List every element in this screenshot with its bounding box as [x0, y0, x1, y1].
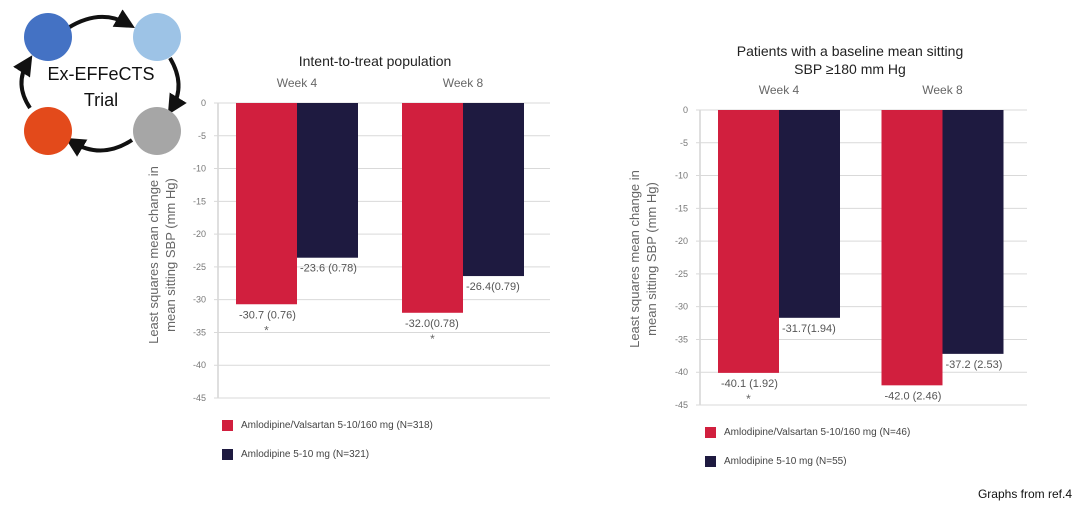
data-label: -30.7 (0.76) [239, 309, 296, 321]
significance-marker: * [746, 392, 751, 406]
bar-amlodipine-valsartan [402, 103, 463, 313]
data-label: -37.2 (2.53) [946, 359, 1003, 371]
orange-circle-icon [24, 107, 72, 155]
y-tick-label: -35 [193, 327, 206, 337]
chart-title-line: Patients with a baseline mean sitting [736, 43, 964, 59]
significance-marker: * [430, 332, 435, 346]
logo-text-line2: Trial [84, 90, 118, 110]
legend-label: Amlodipine/Valsartan 5-10/160 mg (N=46) [724, 426, 911, 438]
legend-swatch-amlodipine-valsartan [705, 426, 716, 438]
bar-amlodipine [297, 103, 358, 258]
bar-amlodipine [463, 103, 524, 277]
legend-swatch-amlodipine [705, 455, 716, 467]
chart-high-baseline-sbp: Patients with a baseline mean sitting SB… [620, 0, 1080, 470]
legend-item: Amlodipine/Valsartan 5-10/160 mg (N=46) [705, 422, 910, 442]
y-tick-label: 0 [201, 98, 206, 108]
chart-title: Intent-to-treat population [210, 52, 540, 70]
y-tick-label: -45 [193, 393, 206, 403]
y-tick-label: -15 [193, 196, 206, 206]
cycle-arrow-bottom-icon [65, 137, 134, 157]
chart-legend: Amlodipine/Valsartan 5-10/160 mg (N=46) … [705, 422, 910, 480]
legend-item: Amlodipine 5-10 mg (N=55) [705, 451, 910, 471]
significance-marker: * [264, 323, 269, 337]
legend-swatch-amlodipine-valsartan [222, 419, 233, 431]
legend-label: Amlodipine 5-10 mg (N=55) [724, 455, 847, 467]
y-tick-label: -30 [193, 295, 206, 305]
category-label: Week 4 [759, 83, 800, 97]
data-label: -42.0 (2.46) [885, 390, 942, 402]
trial-logo: Ex-EFFeCTS Trial [13, 9, 187, 157]
y-tick-label: -25 [193, 262, 206, 272]
bar-amlodipine [942, 110, 1004, 354]
chart-intent-to-treat: Intent-to-treat population Least squares… [130, 0, 570, 470]
bar-amlodipine-valsartan [718, 110, 779, 373]
y-tick-label: -35 [675, 334, 688, 344]
y-tick-label: -40 [193, 360, 206, 370]
light-blue-circle-icon [133, 13, 181, 61]
data-label: -32.0(0.78) [405, 318, 459, 330]
gray-circle-icon [133, 107, 181, 155]
y-tick-label: -40 [675, 367, 688, 377]
y-tick-label: 0 [683, 105, 688, 115]
bar-chart-plot: 0 -5 -10 -15 -20 -25 -30 -35 -40 -45 Week 4 -40.1 (… [675, 83, 1027, 410]
legend-label: Amlodipine/Valsartan 5-10/160 mg (N=318) [241, 419, 433, 431]
y-tick-label: -5 [680, 138, 688, 148]
legend-swatch-amlodipine [222, 448, 233, 460]
y-tick-label: -5 [198, 131, 206, 141]
category-label: Week 4 [277, 76, 318, 90]
y-tick-label: -20 [193, 229, 206, 239]
y-tick-label: -25 [675, 269, 688, 279]
y-tick-label: -20 [675, 236, 688, 246]
y-tick-label: -30 [675, 302, 688, 312]
logo-text-line1: Ex-EFFeCTS [47, 64, 154, 84]
data-label: -26.4(0.79) [466, 281, 520, 293]
cycle-arrow-top-icon [66, 9, 135, 30]
chart-title: Patients with a baseline mean sitting SB… [680, 42, 1020, 78]
cycle-arrow-right-icon [167, 56, 187, 115]
legend-item: Amlodipine/Valsartan 5-10/160 mg (N=318) [222, 415, 433, 435]
chart-title-line: Intent-to-treat population [298, 53, 452, 69]
legend-label: Amlodipine 5-10 mg (N=321) [241, 448, 370, 460]
y-tick-label: -45 [675, 400, 688, 410]
blue-circle-icon [24, 13, 72, 61]
chart-title-line: SBP ≥180 mm Hg [794, 61, 906, 77]
bar-amlodipine-valsartan [881, 110, 943, 386]
y-tick-label: -10 [193, 164, 206, 174]
category-label: Week 8 [922, 83, 963, 97]
bar-amlodipine [779, 110, 840, 318]
data-label: -23.6 (0.78) [300, 263, 357, 275]
legend-item: Amlodipine 5-10 mg (N=321) [222, 444, 433, 464]
y-tick-label: -15 [675, 203, 688, 213]
chart-legend: Amlodipine/Valsartan 5-10/160 mg (N=318)… [222, 415, 433, 473]
data-label: -40.1 (1.92) [721, 378, 778, 390]
category-label: Week 8 [443, 76, 484, 90]
cycle-arrow-left-icon [13, 55, 33, 110]
bar-amlodipine-valsartan [236, 103, 297, 305]
bar-chart-plot: 0 -5 -10 -15 -20 -25 -30 -35 -40 -45 Week 4 -30.7 (… [193, 76, 550, 403]
y-tick-label: -10 [675, 171, 688, 181]
data-label: -31.7(1.94) [782, 323, 836, 335]
source-note: Graphs from ref.4 [977, 487, 1072, 501]
